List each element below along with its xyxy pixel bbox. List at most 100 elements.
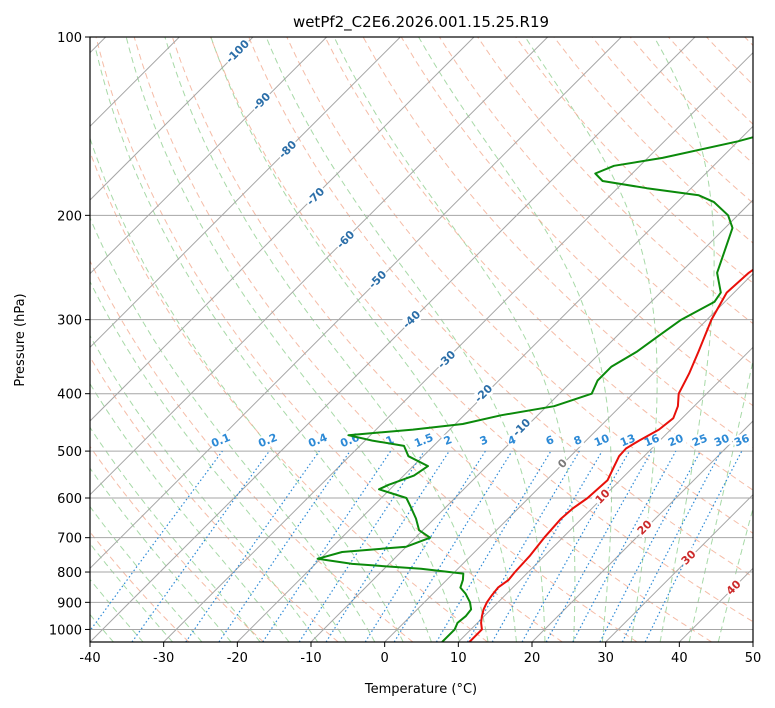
isotherm-line <box>90 37 328 275</box>
y-tick-label: 400 <box>57 388 82 403</box>
y-tick-label: 800 <box>57 566 82 581</box>
moist-adiabat-line <box>90 136 404 642</box>
dry-adiabat-label-bg <box>399 307 425 332</box>
moist-adiabat-line <box>210 37 517 642</box>
y-tick-label: 100 <box>57 31 82 46</box>
dry-adiabat-line <box>90 445 264 642</box>
dry-adiabats <box>90 37 753 642</box>
mixing-ratio-label-bg <box>411 430 437 451</box>
mixing-ratio-label-bg <box>665 431 687 450</box>
x-tick-label: 0 <box>381 651 389 666</box>
mixing-ratio-label: 1 <box>384 433 396 448</box>
dry-adiabat-label-bg <box>333 227 359 252</box>
mixing-ratio-label-bg <box>208 430 234 451</box>
plot-frame <box>89 36 754 643</box>
moist-adiabat-line <box>333 37 576 642</box>
moist-adiabat-label-bg <box>677 546 700 569</box>
isotherm-line <box>90 37 696 642</box>
isotherms <box>90 37 753 642</box>
moist-adiabat-line <box>688 358 753 642</box>
moist-adiabat-line <box>90 216 376 642</box>
dry-adiabat-line <box>210 37 753 623</box>
dry-adiabat-line <box>248 37 753 578</box>
dry-adiabat-line <box>90 356 339 642</box>
isotherm-line <box>90 37 622 570</box>
mixing-ratio-label-bg <box>570 432 585 449</box>
isotherm-line <box>605 493 753 642</box>
moist-adiabat-line <box>717 506 753 642</box>
mixing-ratio-label-bg <box>689 431 711 450</box>
mixing-ratio-line <box>393 450 513 642</box>
mixing-ratio-label-bg <box>711 431 733 450</box>
x-tick-label: 30 <box>597 651 614 666</box>
dry-adiabat-label-bg <box>471 381 497 406</box>
dry-adiabat-line <box>515 37 753 284</box>
mixing-ratio-line <box>325 450 450 642</box>
moist-adiabat-line <box>90 505 203 642</box>
isotherm-line <box>90 37 549 496</box>
mixing-ratio-line <box>545 450 653 642</box>
mixing-ratio-label-bg <box>440 432 455 449</box>
x-axis-label: Temperature (°C) <box>364 682 477 697</box>
y-axis-label: Pressure (hPa) <box>13 293 28 386</box>
plot-area: -100-90-80-70-60-50-40-30-20-100.1 0.2 0.4… <box>90 37 753 642</box>
mixing-ratio-label: 8 <box>572 433 584 448</box>
moist-adiabat-line <box>265 37 546 642</box>
isotherm-line <box>236 125 753 642</box>
temperature-line <box>468 268 753 642</box>
moist-adiabat-line <box>90 334 319 642</box>
moist-adiabat-label-bg <box>633 516 656 539</box>
isotherm-line <box>384 272 753 642</box>
moist-adiabat-line <box>90 280 347 642</box>
mixing-ratio-label-bg <box>476 432 491 449</box>
x-tick-label: -40 <box>79 651 100 666</box>
moist-adiabat-line <box>418 37 613 642</box>
dry-adiabat-line <box>90 259 414 642</box>
moist-adiabat-label-bg <box>591 485 614 508</box>
mixing-ratio-line <box>218 450 351 642</box>
y-tick-label: 500 <box>57 445 82 460</box>
mixing-ratio-label: 10 <box>592 432 611 450</box>
x-tick-label: -30 <box>153 651 174 666</box>
dry-adiabat-label-bg <box>303 184 329 209</box>
x-axis-ticks: -40 -30 -20 -10 0 10 20 30 40 50 <box>79 642 761 666</box>
dewpoint-line <box>316 136 753 642</box>
dry-adiabat-line <box>324 37 753 491</box>
mixing-ratio-label-bg <box>731 431 753 450</box>
isotherm-line <box>90 37 401 349</box>
mixing-ratio-label-bg <box>591 431 613 450</box>
mixing-ratio-line <box>131 450 270 642</box>
isotherm-line <box>457 346 753 642</box>
dry-adiabat-label-bg <box>222 37 253 67</box>
moist-adiabat-line <box>90 426 261 642</box>
isotherm-line <box>163 51 753 642</box>
isotherm-line <box>310 199 753 642</box>
mixing-ratio-label: 36 <box>732 432 751 450</box>
y-tick-label: 300 <box>57 314 82 329</box>
mixing-ratio-line <box>185 450 320 642</box>
profile-series <box>316 136 753 642</box>
dry-adiabat-label-bg <box>365 267 391 292</box>
mixing-ratio-line <box>262 450 392 642</box>
mixing-ratio-label-bg <box>305 430 331 451</box>
mixing-ratio-line <box>90 450 223 632</box>
mixing-ratio-label-bg <box>542 432 558 449</box>
mixing-ratio-label-bg <box>255 430 281 451</box>
moist-adiabat-line <box>125 37 461 642</box>
mixing-ratio-label: 2 <box>442 433 454 448</box>
moist-adiabat-line <box>524 37 658 642</box>
dry-adiabat-label-bg <box>509 415 535 440</box>
dry-adiabat-line <box>286 37 753 534</box>
mixing-ratio-line <box>572 450 677 642</box>
moist-adiabats <box>90 37 753 642</box>
isotherm-line <box>90 37 254 201</box>
mixing-ratio-label-bg <box>504 432 520 449</box>
y-axis-ticks: 1000 900 800 700 600 500 400 300 200 100 <box>49 31 90 638</box>
x-tick-label: 20 <box>524 651 541 666</box>
mixing-ratio-lines <box>90 450 743 642</box>
moist-adiabat-label-bg <box>554 455 571 472</box>
moist-adiabat-line <box>653 37 715 642</box>
moist-adiabat-line <box>90 467 232 642</box>
dry-adiabat-label-bg <box>249 89 275 114</box>
